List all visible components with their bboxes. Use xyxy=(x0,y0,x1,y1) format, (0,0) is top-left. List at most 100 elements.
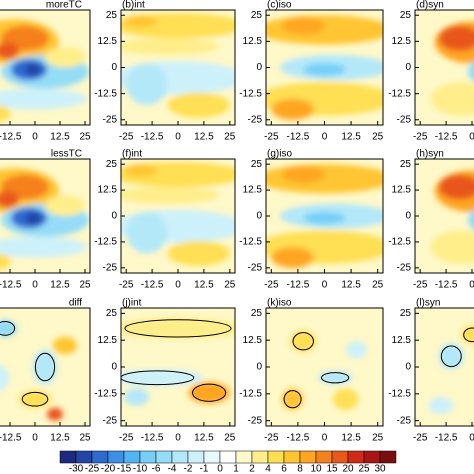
y-tick-label: 25 xyxy=(106,10,118,21)
x-tick-label: 0 xyxy=(322,433,328,444)
field-blob xyxy=(126,63,168,106)
y-tick-label: -12.5 xyxy=(388,237,411,248)
y-tick-label: 12.5 xyxy=(98,36,118,47)
y-tick-label: -12.5 xyxy=(94,388,117,399)
y-tick-label: -12.5 xyxy=(239,88,262,99)
x-tick-label: -25 xyxy=(264,280,279,291)
x-tick-label: 0 xyxy=(32,280,38,291)
field-blob xyxy=(124,15,158,28)
field xyxy=(121,10,235,125)
x-tick-label: -25 xyxy=(119,433,134,444)
field-blob xyxy=(430,82,474,116)
y-tick-label: 25 xyxy=(400,159,412,170)
x-tick-label: 12.5 xyxy=(194,433,214,444)
y-tick-label: 0 xyxy=(256,362,262,373)
field-blob xyxy=(428,397,454,415)
panel-title: lessTC xyxy=(51,149,82,160)
y-tick-label: -25 xyxy=(248,415,263,426)
panel-title: moreTC xyxy=(46,0,82,11)
field-blob xyxy=(121,38,220,55)
x-tick-label: -12.5 xyxy=(287,433,310,444)
x-tick-label: -25 xyxy=(413,433,428,444)
field-blob xyxy=(0,191,19,208)
x-tick-label: -12.5 xyxy=(141,132,164,143)
y-tick-label: 12.5 xyxy=(98,335,118,346)
x-tick-label: 12.5 xyxy=(341,280,361,291)
field-blob xyxy=(303,211,346,225)
field-blob xyxy=(167,240,230,266)
field xyxy=(415,10,474,125)
panel: (c)iso -25 -12.5 0 12.5 25 -25 -12.5 0 12.5 25 xyxy=(239,0,383,143)
field-blob xyxy=(430,230,474,264)
field-blob xyxy=(271,247,314,268)
y-tick-label: -25 xyxy=(248,262,263,273)
contour-line xyxy=(321,372,350,384)
x-tick-label: -25 xyxy=(264,433,279,444)
field-blob xyxy=(0,236,87,258)
y-tick-label: 12.5 xyxy=(392,335,412,346)
contour-line xyxy=(192,383,227,402)
colorbar-box xyxy=(155,450,173,464)
y-tick-label: -25 xyxy=(248,114,263,125)
x-tick-label: 0 xyxy=(175,433,181,444)
field-blob xyxy=(281,17,325,35)
y-tick-label: 12.5 xyxy=(392,185,412,196)
field-blob xyxy=(45,46,85,68)
contour-line xyxy=(21,391,49,407)
colorbar-box xyxy=(267,450,285,464)
y-tick-label: -25 xyxy=(397,262,412,273)
x-tick-label: 25 xyxy=(372,433,384,444)
x-tick-label: 25 xyxy=(224,132,236,143)
colorbar-label: -25 xyxy=(85,464,100,474)
y-tick-label: -25 xyxy=(397,114,412,125)
field-blob xyxy=(25,63,41,76)
x-tick-label: -12.5 xyxy=(435,280,458,291)
panel-title: (g)iso xyxy=(267,149,292,160)
field-blob xyxy=(266,164,383,194)
blobs xyxy=(0,19,89,122)
y-tick-label: -12.5 xyxy=(388,88,411,99)
x-tick-label: 25 xyxy=(372,280,384,291)
field-blob xyxy=(318,371,353,385)
x-tick-label: 12.5 xyxy=(50,433,70,444)
colorbar-label: -10 xyxy=(133,464,148,474)
x-tick-label: -12.5 xyxy=(287,280,310,291)
panel: (b)int -25 -12.5 0 12.5 25 -25 -12.5 0 12.5 25 xyxy=(94,0,236,143)
colorbar-box xyxy=(123,450,141,464)
panel-title: (j)int xyxy=(122,298,142,309)
y-tick-label: -12.5 xyxy=(94,88,117,99)
panel-title: (c)iso xyxy=(267,0,292,11)
field-blob xyxy=(333,388,359,410)
field-blob xyxy=(126,211,168,254)
field xyxy=(266,308,383,426)
y-tick-label: 12.5 xyxy=(243,36,263,47)
field xyxy=(415,159,474,273)
x-tick-label: -12.5 xyxy=(435,132,458,143)
y-tick-label: -25 xyxy=(103,114,118,125)
x-tick-label: -12.5 xyxy=(287,132,310,143)
panel-title: (h)syn xyxy=(416,149,444,160)
y-tick-label: 0 xyxy=(256,211,262,222)
panel-title: (f)int xyxy=(122,149,142,160)
colorbar-box xyxy=(235,450,253,464)
panel-title: (l)syn xyxy=(416,298,440,309)
contour-line xyxy=(0,321,16,336)
colorbar-box xyxy=(331,450,349,464)
field-blob xyxy=(438,25,474,51)
field-blob xyxy=(19,390,51,408)
blobs xyxy=(430,21,474,116)
x-tick-label: 25 xyxy=(79,132,91,143)
x-tick-label: 12.5 xyxy=(194,280,214,291)
x-tick-label: -12.5 xyxy=(0,433,22,444)
colorbar-box xyxy=(379,450,397,464)
y-tick-label: -12.5 xyxy=(239,388,262,399)
field-blob xyxy=(53,336,77,355)
field xyxy=(266,10,383,125)
field xyxy=(0,308,90,426)
colorbar-label: -1 xyxy=(200,464,209,474)
